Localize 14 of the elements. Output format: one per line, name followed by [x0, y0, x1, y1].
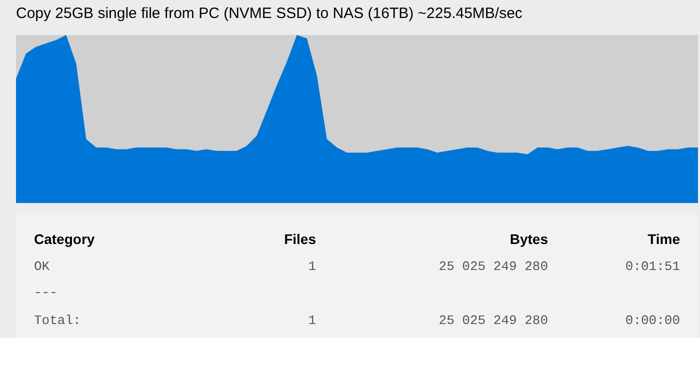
- text: 1: [308, 259, 316, 274]
- text: Category: [34, 231, 95, 247]
- text: Total:: [34, 313, 81, 328]
- text: Time: [648, 231, 680, 247]
- text: Files: [284, 231, 316, 247]
- text: Bytes: [510, 231, 548, 247]
- text: 0:00:00: [625, 313, 680, 328]
- chart-title: Copy 25GB single file from PC (NVME SSD) to NAS (16TB) ~225.45MB/sec: [16, 5, 523, 22]
- text: 1: [308, 313, 316, 328]
- text: OK: [34, 259, 50, 274]
- text: 25 025 249 280: [438, 313, 548, 328]
- text: 25 025 249 280: [438, 259, 548, 274]
- text: 0:01:51: [625, 259, 680, 274]
- text: ---: [34, 285, 58, 300]
